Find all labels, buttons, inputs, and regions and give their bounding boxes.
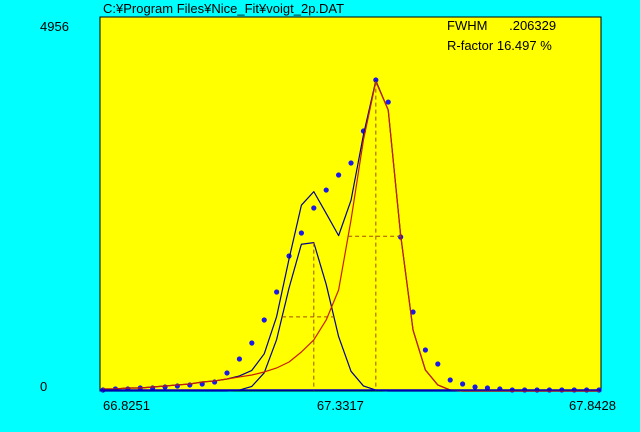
data-point	[323, 187, 329, 193]
data-point	[336, 172, 342, 178]
data-point	[373, 77, 379, 83]
data-point	[261, 317, 267, 323]
fit-curve	[103, 81, 600, 392]
data-point	[447, 377, 453, 383]
data-point	[174, 383, 180, 389]
data-point	[435, 361, 441, 367]
data-point	[460, 381, 466, 387]
x-tick-label: 67.8428	[569, 398, 616, 413]
plot-area	[99, 16, 602, 392]
x-tick-label: 66.8251	[103, 398, 150, 413]
chart-title: C:¥Program Files¥Nice_Fit¥voigt_2p.DAT	[103, 1, 344, 16]
data-point	[410, 309, 416, 315]
data-point	[422, 347, 429, 353]
annotation: FWHM .206329	[447, 18, 556, 33]
data-point	[236, 356, 243, 362]
y-tick-label: 0	[40, 379, 47, 394]
annotation: R-factor 16.497 %	[447, 38, 552, 53]
data-point	[224, 370, 230, 376]
x-tick-label: 67.3317	[317, 398, 364, 413]
data-point	[348, 160, 354, 166]
data-point	[274, 289, 280, 295]
y-tick-label: 4956	[40, 19, 69, 34]
data-point	[162, 384, 168, 390]
data-point	[472, 384, 478, 390]
data-point	[311, 205, 317, 211]
data-point	[385, 99, 391, 105]
data-point	[298, 230, 304, 236]
data-point	[249, 340, 255, 346]
